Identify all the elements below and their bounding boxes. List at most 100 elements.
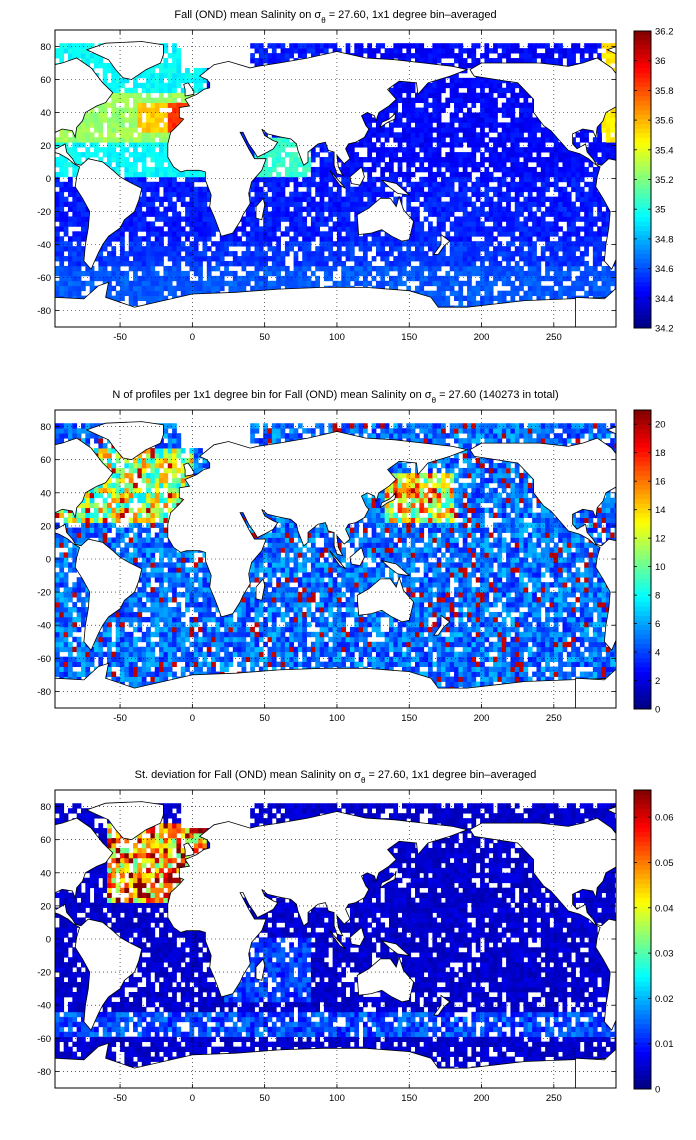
data-cell xyxy=(159,132,164,138)
data-cell xyxy=(146,275,151,282)
data-cell xyxy=(423,147,429,153)
data-cell xyxy=(462,265,468,272)
data-cell xyxy=(436,137,442,143)
data-cell xyxy=(402,112,407,118)
data-cell xyxy=(271,236,277,242)
data-cell xyxy=(176,270,182,277)
data-cell xyxy=(315,216,320,222)
data-cell xyxy=(367,127,373,133)
data-cell xyxy=(202,246,208,252)
data-cell xyxy=(120,241,125,247)
data-cell xyxy=(432,201,438,207)
data-cell xyxy=(467,87,472,94)
data-cell xyxy=(206,211,212,217)
data-cell xyxy=(532,48,537,54)
data-cell xyxy=(467,201,472,207)
data-cell xyxy=(133,300,138,306)
data-cell xyxy=(488,236,494,242)
data-cell xyxy=(406,201,412,207)
data-cell xyxy=(176,107,182,113)
data-cell xyxy=(523,206,529,212)
data-cell xyxy=(85,58,91,64)
data-cell xyxy=(410,107,416,113)
data-cell xyxy=(163,58,169,64)
data-cell xyxy=(449,265,455,272)
data-cell xyxy=(137,137,143,143)
data-cell xyxy=(154,256,160,262)
data-cell xyxy=(323,261,329,267)
data-cell xyxy=(315,43,320,49)
data-cell xyxy=(441,285,446,292)
data-cell xyxy=(388,102,394,108)
data-cell xyxy=(397,122,403,128)
data-cell xyxy=(527,261,533,267)
data-cell xyxy=(349,186,355,193)
data-cell xyxy=(497,142,503,148)
data-cell xyxy=(397,246,403,252)
data-cell xyxy=(302,231,307,237)
data-cell xyxy=(432,196,438,202)
data-cell xyxy=(115,142,121,148)
data-cell xyxy=(484,251,490,257)
data-cell xyxy=(345,280,351,287)
data-cell xyxy=(150,166,156,173)
data-cell xyxy=(154,226,160,232)
data-cell xyxy=(523,117,529,123)
data-cell xyxy=(319,236,325,242)
data-cell xyxy=(458,191,464,198)
data-cell xyxy=(484,290,490,297)
data-cell xyxy=(428,58,433,64)
data-cell xyxy=(449,147,455,153)
data-cell xyxy=(484,77,490,84)
data-cell xyxy=(445,270,451,277)
data-cell xyxy=(76,275,82,282)
data-cell xyxy=(501,226,507,232)
data-cell xyxy=(297,53,303,59)
data-cell xyxy=(419,191,425,198)
data-cell xyxy=(354,142,360,148)
data-cell xyxy=(397,261,403,267)
data-cell xyxy=(497,216,503,222)
data-cell xyxy=(523,280,529,287)
data-cell xyxy=(133,261,138,267)
data-cell xyxy=(133,221,138,227)
data-cell xyxy=(328,176,334,183)
data-cell xyxy=(284,53,290,59)
data-cell xyxy=(319,157,325,163)
data-cell xyxy=(345,226,351,232)
data-cell xyxy=(81,256,86,262)
data-cell xyxy=(336,251,342,257)
data-cell xyxy=(133,122,138,128)
data-cell xyxy=(98,102,104,108)
data-cell xyxy=(436,147,442,153)
data-cell xyxy=(375,191,381,198)
data-cell xyxy=(72,196,78,202)
data-cell xyxy=(458,246,464,252)
data-cell xyxy=(111,166,117,173)
data-cell xyxy=(111,236,117,242)
data-cell xyxy=(484,196,490,202)
data-cell xyxy=(549,162,555,168)
data-cell xyxy=(527,181,533,188)
data-cell xyxy=(375,132,381,138)
data-cell xyxy=(102,265,108,272)
data-cell xyxy=(536,147,542,153)
data-cell xyxy=(185,236,190,242)
data-cell xyxy=(72,236,78,242)
data-cell xyxy=(445,97,451,103)
data-cell xyxy=(167,265,173,272)
data-cell xyxy=(319,241,325,247)
data-cell xyxy=(415,206,420,212)
data-cell xyxy=(72,285,78,292)
data-cell xyxy=(176,280,182,287)
data-cell xyxy=(380,152,386,158)
data-cell xyxy=(493,226,498,232)
data-cell xyxy=(141,162,147,168)
data-cell xyxy=(454,107,459,113)
data-cell xyxy=(527,231,533,237)
data-cell xyxy=(462,132,468,138)
data-cell xyxy=(419,157,425,163)
data-cell xyxy=(76,206,82,212)
data-cell xyxy=(146,97,151,103)
data-cell xyxy=(471,137,477,143)
